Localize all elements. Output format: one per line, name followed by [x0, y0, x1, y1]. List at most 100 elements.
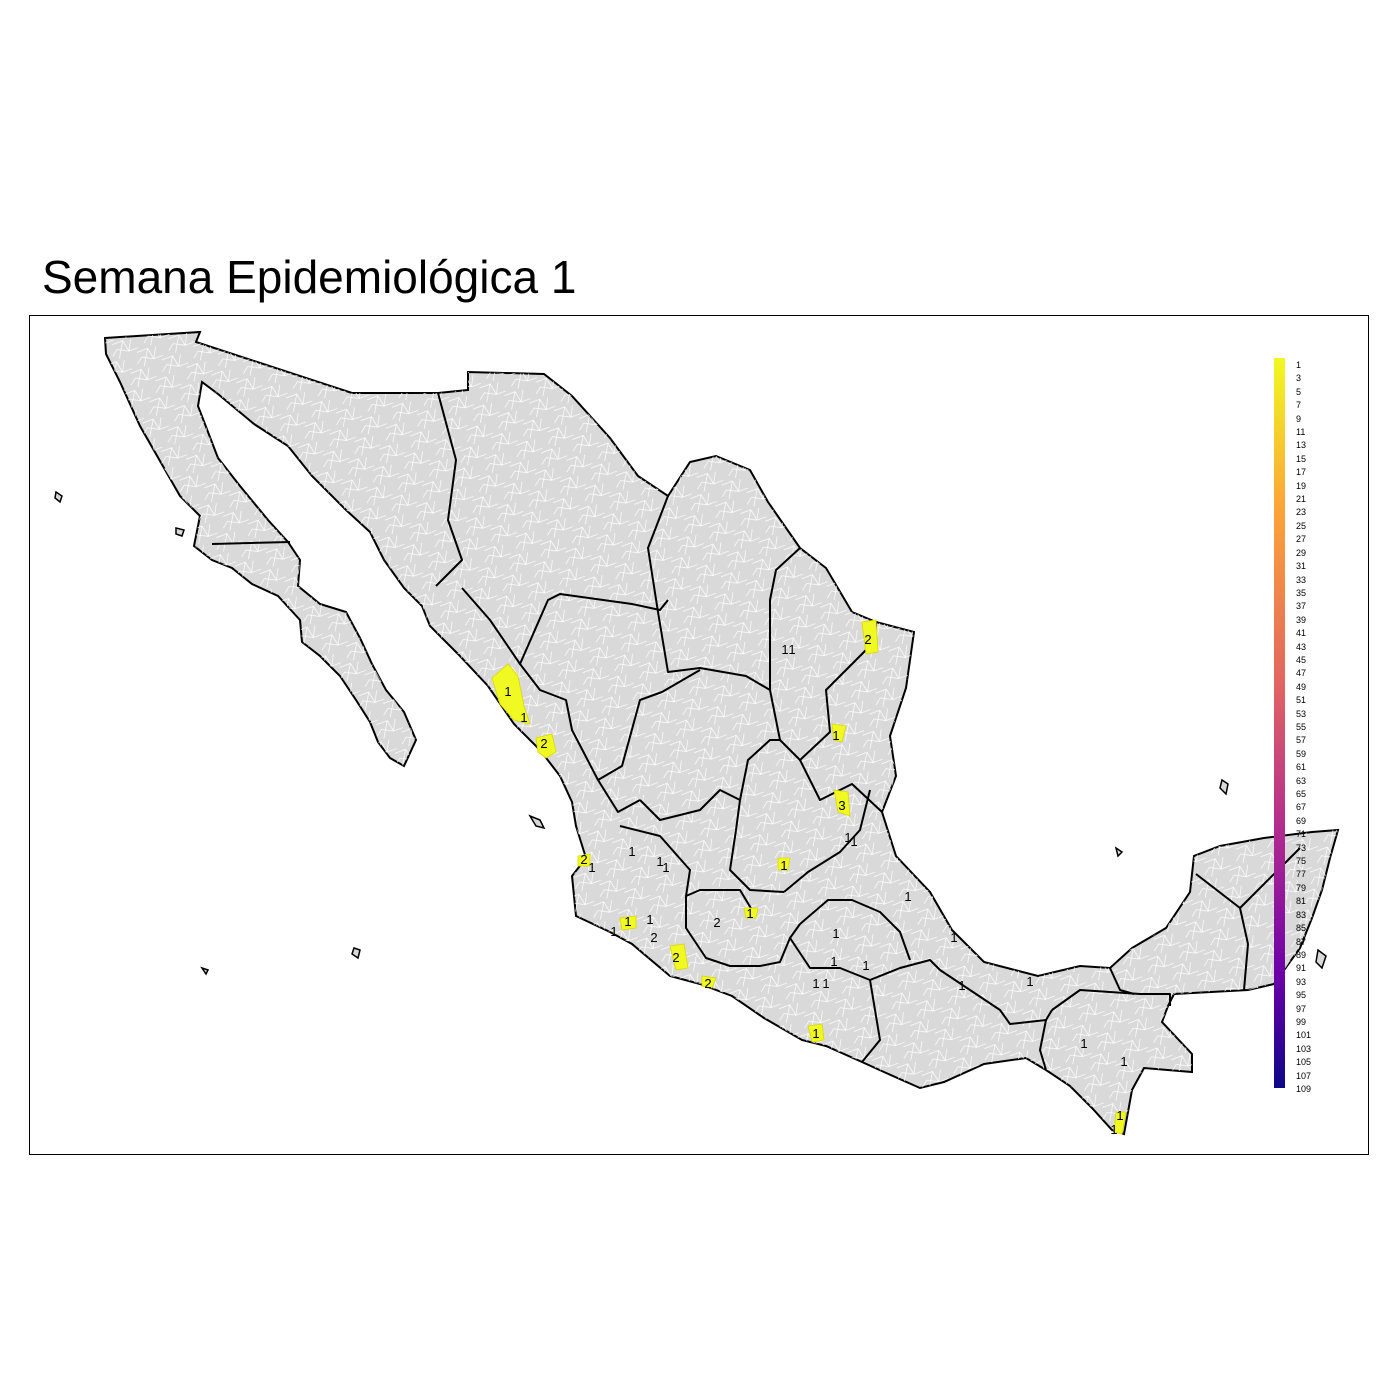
color-legend: [1274, 358, 1285, 1088]
case-count-label: 1: [822, 976, 829, 991]
legend-tick-label: 23: [1296, 507, 1307, 518]
legend-tick-label: 9: [1296, 413, 1302, 424]
case-count-label: 1: [628, 844, 635, 859]
legend-tick-label: 43: [1296, 641, 1307, 652]
case-count-label: 1: [812, 976, 819, 991]
case-count-label: 1: [832, 926, 839, 941]
case-count-label: 2: [540, 736, 547, 751]
legend-tick-label: 33: [1296, 574, 1307, 585]
case-count-label: 1: [830, 954, 837, 969]
legend-tick-label: 45: [1296, 654, 1307, 665]
case-count-label: 1: [588, 860, 595, 875]
case-count-label: 1: [781, 642, 788, 657]
legend: 1 3 5 7 9 11 13 15 17 19 21 23 25 27 29 31 33 35 37 39 41 43 4…: [1274, 358, 1314, 1094]
case-count-label: 1: [950, 930, 957, 945]
legend-tick-label: 25: [1296, 520, 1307, 531]
legend-tick-label: 75: [1296, 856, 1307, 867]
case-count-label: 1: [1116, 1108, 1123, 1123]
case-count-label: 2: [672, 950, 679, 965]
case-count-label: 2: [650, 930, 657, 945]
legend-tick-label: 71: [1296, 829, 1307, 840]
country-landmass: [103, 330, 1340, 1136]
case-count-label: 1: [904, 889, 911, 904]
legend-tick-label: 81: [1296, 896, 1307, 907]
map-panel: [29, 315, 1369, 1155]
legend-tick-label: 21: [1296, 494, 1307, 505]
legend-tick-label: 47: [1296, 668, 1307, 679]
legend-tick-label: 63: [1296, 775, 1307, 786]
legend-tick-label: 103: [1296, 1043, 1312, 1054]
legend-tick-label: 31: [1296, 561, 1307, 572]
municipality-borders: [105, 332, 1338, 1134]
case-count-label: 1: [844, 830, 851, 845]
legend-tick-label: 49: [1296, 681, 1307, 692]
legend-tick-label: 57: [1296, 735, 1307, 746]
legend-tick-label: 15: [1296, 453, 1307, 464]
legend-tick-label: 35: [1296, 587, 1307, 598]
legend-tick-label: 67: [1296, 802, 1307, 813]
case-count-label: 1: [520, 710, 527, 725]
islands: [54, 490, 1327, 976]
legend-tick-label: 77: [1296, 869, 1307, 880]
case-count-label: 2: [864, 632, 871, 647]
legend-tick-label: 79: [1296, 882, 1307, 893]
case-count-label: 1: [1026, 974, 1033, 989]
legend-tick-label: 65: [1296, 789, 1307, 800]
state-borders: [211, 392, 1301, 1071]
legend-tick-label: 73: [1296, 842, 1307, 853]
legend-tick-label: 101: [1296, 1030, 1312, 1041]
highlighted-municipalities: [491, 619, 1127, 1135]
legend-tick-label: 85: [1296, 923, 1307, 934]
legend-tick-label: 99: [1296, 1016, 1307, 1027]
legend-tick-label: 53: [1296, 708, 1307, 719]
legend-tick-label: 107: [1296, 1070, 1312, 1081]
legend-tick-label: 89: [1296, 949, 1307, 960]
page-title: Semana Epidemiológica 1: [42, 251, 577, 303]
legend-tick-label: 69: [1296, 815, 1307, 826]
case-count-label: 1: [832, 728, 839, 743]
case-count-label: 1: [958, 978, 965, 993]
legend-tick-label: 5: [1296, 386, 1302, 397]
case-count-label: 2: [580, 852, 587, 867]
legend-tick-label: 13: [1296, 440, 1307, 451]
legend-tick-label: 95: [1296, 990, 1307, 1001]
legend-tick-label: 105: [1296, 1057, 1312, 1068]
legend-tick-label: 97: [1296, 1003, 1307, 1014]
legend-tick-label: 27: [1296, 534, 1307, 545]
legend-tick-label: 91: [1296, 963, 1307, 974]
legend-tick-label: 83: [1296, 909, 1307, 920]
legend-tick-label: 59: [1296, 748, 1307, 759]
case-count-label: 2: [704, 976, 711, 991]
legend-tick-label: 37: [1296, 601, 1307, 612]
legend-tick-label: 87: [1296, 936, 1307, 947]
legend-tick-label: 1: [1296, 360, 1302, 370]
legend-colorbar: [1274, 358, 1285, 1088]
case-count-label: 1: [1080, 1036, 1087, 1051]
case-count-label: 2: [713, 915, 720, 930]
case-count-label: 1: [610, 924, 617, 939]
case-count-label: 1: [746, 906, 753, 921]
legend-tick-labels: 1 3 5 7 9 11 13 15 17 19 21 23 25 27 29 31 33 35 37 39 41 43 4…: [1296, 358, 1326, 1094]
legend-tick-label: 61: [1296, 762, 1307, 773]
case-count-label: 1: [862, 958, 869, 973]
legend-tick-label: 41: [1296, 628, 1307, 639]
case-count-label: 1: [504, 684, 511, 699]
case-count-label: 1: [1120, 1054, 1127, 1069]
legend-tick-label: 19: [1296, 480, 1307, 491]
case-count-label: 1: [656, 854, 663, 869]
legend-tick-label: 7: [1296, 400, 1302, 411]
case-count-label: 1: [646, 912, 653, 927]
legend-tick-label: 51: [1296, 695, 1307, 706]
legend-tick-label: 39: [1296, 614, 1307, 625]
case-count-label: 1: [812, 1026, 819, 1041]
legend-tick-label: 55: [1296, 722, 1307, 732]
case-count-label: 1: [624, 914, 631, 929]
case-count-label: 1: [1110, 1122, 1117, 1137]
legend-tick-label: 109: [1296, 1084, 1312, 1094]
legend-tick-label: 93: [1296, 976, 1307, 987]
case-count-label: 1: [662, 860, 669, 875]
legend-tick-label: 11: [1296, 427, 1306, 438]
legend-tick-label: 17: [1296, 467, 1307, 478]
